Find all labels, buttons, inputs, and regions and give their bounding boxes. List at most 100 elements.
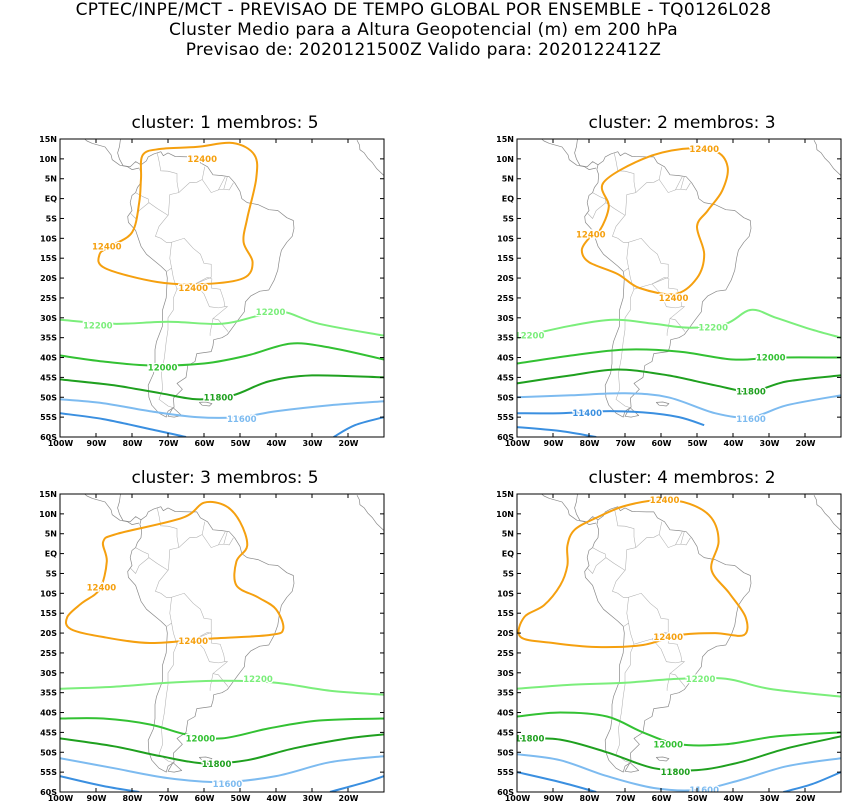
lon-tick-label: 70W [616,794,636,803]
lon-tick-label: 40W [267,794,287,803]
lon-tick-label: 50W [688,794,708,803]
contour-line [517,426,597,437]
lat-tick-label: 30S [40,669,57,678]
island-coast [178,480,183,482]
country-border [194,276,226,309]
lat-tick-label: 5N [502,530,514,539]
lat-tick-label: EQ [502,195,514,204]
contour-line [60,412,187,437]
lat-tick-label: EQ [502,550,514,559]
lat-tick-label: 25S [40,294,57,303]
lat-tick-label: 20S [497,274,514,283]
lon-tick-label: 90W [87,794,107,803]
contour-label: 12400 [187,155,217,165]
lon-tick-label: 60W [195,794,215,803]
island-coast [198,756,213,762]
island-coast [178,125,183,127]
contour-line [60,717,384,740]
island-coast [595,125,603,128]
africa-coast [813,140,841,177]
country-border [158,644,178,763]
lat-tick-label: 55S [40,413,57,422]
contour-label: 11800 [204,393,234,403]
country-border [651,276,683,309]
contour-label: 12400 [653,633,683,643]
contour-line [517,308,841,339]
country-border [209,318,214,336]
lat-tick-label: 5N [502,175,514,184]
lat-tick-label: 15S [40,609,57,618]
lon-tick-label: 80W [580,794,600,803]
lat-tick-label: 55S [497,768,514,777]
lon-tick-label: 30W [303,794,323,803]
lon-tick-label: 100W [48,794,74,803]
contour-label: 12200 [243,675,273,685]
country-border [613,152,637,216]
country-border [658,534,691,548]
lon-tick-label: 50W [688,439,708,448]
lon-tick-label: 80W [580,439,600,448]
contour-label: 12400 [178,284,208,294]
country-border [194,631,226,664]
island-coast [595,480,603,483]
central-america-pacific-coast [84,494,140,525]
lat-tick-label: 10N [39,155,57,164]
lat-tick-label: 50S [40,393,57,402]
country-border [635,521,662,548]
island-coast [571,107,610,120]
south-america-coast [127,506,295,773]
island-coast [609,120,631,129]
lat-tick-label: 60S [40,788,57,797]
contour-label: 12200 [83,322,113,332]
contour-line [517,711,841,747]
lat-tick-label: 15S [40,254,57,263]
lat-tick-label: 10S [40,589,57,598]
lat-tick-label: 20S [497,629,514,638]
lon-tick-label: 90W [87,439,107,448]
map-panel-3: 12400 12400 12200 12000 11800 11600 15N 10N 5N EQ… [39,480,385,803]
lat-tick-label: 10N [496,155,514,164]
lat-tick-label: 50S [497,748,514,757]
lat-tick-label: 40S [40,354,57,363]
island-coast [198,401,213,407]
lat-tick-label: EQ [45,195,57,204]
country-border [158,289,178,408]
lon-tick-label: 30W [760,794,780,803]
figure-dates: Previsao de: 2020121500Z Valido para: 20… [185,40,662,60]
country-border [675,175,683,191]
lat-tick-label: 60S [497,433,514,442]
country-border [209,673,214,691]
country-border [680,531,685,545]
contour-line [517,392,841,419]
contour-line [517,735,841,772]
lon-tick-label: 70W [159,439,179,448]
country-border [212,306,229,332]
lon-tick-label: 80W [123,794,143,803]
country-border [675,530,683,546]
island-coast [167,762,183,773]
lon-tick-label: 20W [339,794,359,803]
lat-tick-label: 30S [497,314,514,323]
contour-line [517,410,705,427]
figure-title: CPTEC/INPE/MCT - PREVISAO DE TEMPO GLOBA… [75,0,772,20]
country-border [658,179,691,193]
figure-subtitle: Cluster Medio para a Altura Geopotencial… [168,20,679,40]
lat-tick-label: 40S [497,354,514,363]
country-border [130,547,150,574]
contour-line [60,374,384,401]
contour-line [517,348,841,365]
south-america-coast [584,151,752,418]
contour-line [60,775,140,792]
lat-tick-label: 15N [496,135,514,144]
map-frame [516,138,842,438]
country-border [666,318,671,336]
country-border [223,531,228,545]
country-border [587,192,607,219]
country-border [171,237,212,290]
island-coast [138,125,146,128]
contour-line [517,498,749,649]
lat-tick-label: 25S [497,294,514,303]
lon-tick-label: 30W [760,439,780,448]
lon-tick-label: 30W [303,439,323,448]
lat-tick-label: 55S [40,768,57,777]
